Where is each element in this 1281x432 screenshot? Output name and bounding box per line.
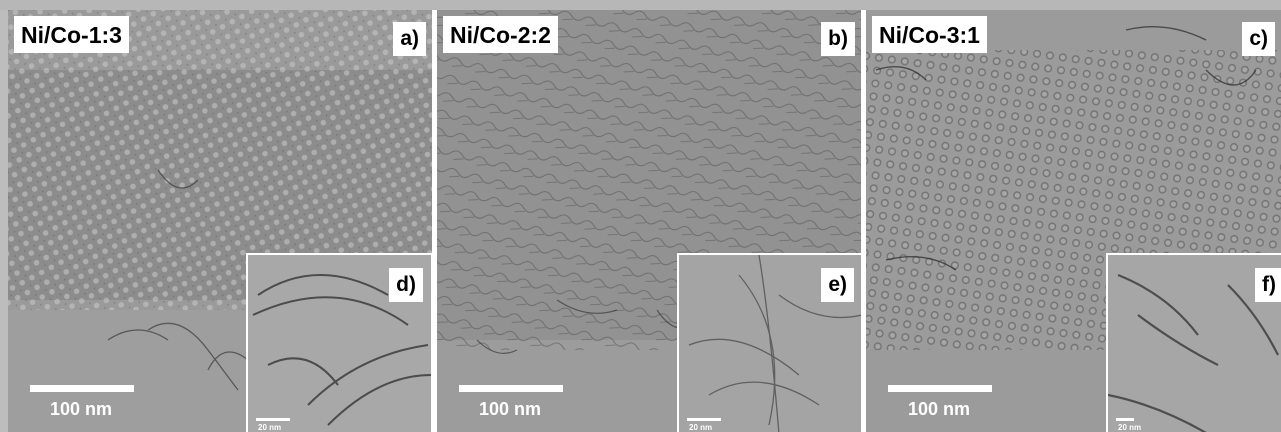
panel-divider <box>432 10 437 432</box>
sample-label-b: Ni/Co-2:2 <box>443 16 558 53</box>
top-border <box>0 0 1281 10</box>
scale-bar-b <box>459 385 563 392</box>
scale-label-a: 100 nm <box>50 399 113 419</box>
inset-f: f) 20 nm <box>1106 253 1281 432</box>
inset-scale-bar-e <box>687 418 721 421</box>
scale-bar-c <box>888 385 992 392</box>
inset-d: d) 20 nm <box>246 253 432 432</box>
sample-label-c: Ni/Co-3:1 <box>872 16 987 53</box>
scale-bar-a <box>30 385 134 392</box>
panel-letter-a: a) <box>393 22 426 56</box>
panel-letter-c: c) <box>1242 22 1275 56</box>
inset-letter-e: e) <box>821 268 854 302</box>
inset-scale-bar-d <box>256 418 290 421</box>
scale-label-c: 100 nm <box>908 399 971 419</box>
tem-panel-c: Ni/Co-3:1 c) 100 nm f) 20 nm <box>866 10 1281 432</box>
inset-scale-bar-f <box>1116 418 1134 421</box>
panel-letter-b: b) <box>821 22 855 56</box>
inset-scale-label-e: 20 nm <box>689 423 713 432</box>
sample-label-a: Ni/Co-1:3 <box>14 16 129 53</box>
tem-panel-a: Ni/Co-1:3 a) 100 nm d) 20 nm <box>8 10 432 432</box>
inset-scale-label-f: 20 nm <box>1118 423 1142 432</box>
inset-letter-d: d) <box>389 268 423 302</box>
inset-letter-f: f) <box>1255 268 1281 302</box>
tem-panel-b: Ni/Co-2:2 b) 100 nm e) 20 nm <box>437 10 861 432</box>
scale-label-b: 100 nm <box>479 399 542 419</box>
inset-e: e) 20 nm <box>677 253 861 432</box>
panel-divider <box>861 10 866 432</box>
inset-scale-label-d: 20 nm <box>258 423 282 432</box>
tem-inset-image-f <box>1108 255 1281 432</box>
